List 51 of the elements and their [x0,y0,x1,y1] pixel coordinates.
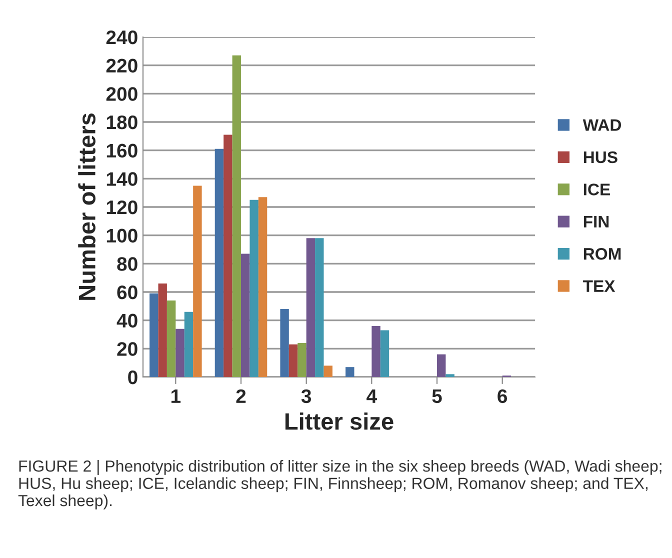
bar [280,309,289,377]
y-tick-label: 200 [106,87,138,101]
legend-label: TEX [583,280,616,292]
bar [437,354,446,377]
bar [193,186,202,377]
bar [241,254,250,377]
bar [324,366,332,377]
bar [372,326,380,377]
legend-label: FIN [584,216,609,228]
x-tick-label: 5 [432,390,442,404]
y-tick-label: 0 [128,370,138,384]
bar [288,344,298,377]
legend-label: HUS [584,151,618,164]
bar [380,330,390,377]
bar [184,312,194,377]
caption: FIGURE 2 | Phenotypic distribution of litter size in the six sheep breeds (WAD, Wadi sheep; HUS, Hu sheep; ICE, Icelandic sheep; FIN, Finnsheep; ROM, Romanov sheep; and TEX, Texel sheep). [18,460,662,510]
legend-label: ICE [584,184,610,196]
x-tick-label: 6 [498,389,508,404]
x-tick-label: 4 [366,390,377,403]
y-tick-label: 40 [116,314,138,328]
y-tick-label: 120 [106,200,138,214]
y-tick-label: 220 [106,58,138,73]
bar [346,367,354,377]
bar [158,284,167,377]
bar [166,300,176,377]
x-tick-label: 1 [171,390,181,403]
y-tick-label: 140 [106,172,138,186]
bar [315,238,324,377]
y-tick-label: 60 [117,285,138,300]
bar [298,343,306,377]
bar [306,238,316,377]
bar [250,200,258,377]
y-tick-label: 100 [106,228,138,243]
y-tick-label: 20 [117,342,138,356]
bar [232,55,241,377]
y-tick-label: 180 [106,115,138,130]
x-tick-label: 3 [301,389,312,404]
y-axis-title: Number of litters [78,114,96,300]
bar [224,134,232,377]
x-tick-label: 2 [236,389,246,403]
legend-label: ROM [584,248,621,260]
y-tick-label: 80 [117,257,138,271]
y-tick-label: 160 [106,144,138,158]
legend-label: WAD [582,119,622,131]
bar [446,374,454,377]
x-axis-title: Litter size [285,412,394,430]
bar [150,293,158,377]
bar [214,148,224,377]
bar [258,197,268,377]
y-tick-label: 240 [106,30,138,44]
bar [176,328,184,377]
